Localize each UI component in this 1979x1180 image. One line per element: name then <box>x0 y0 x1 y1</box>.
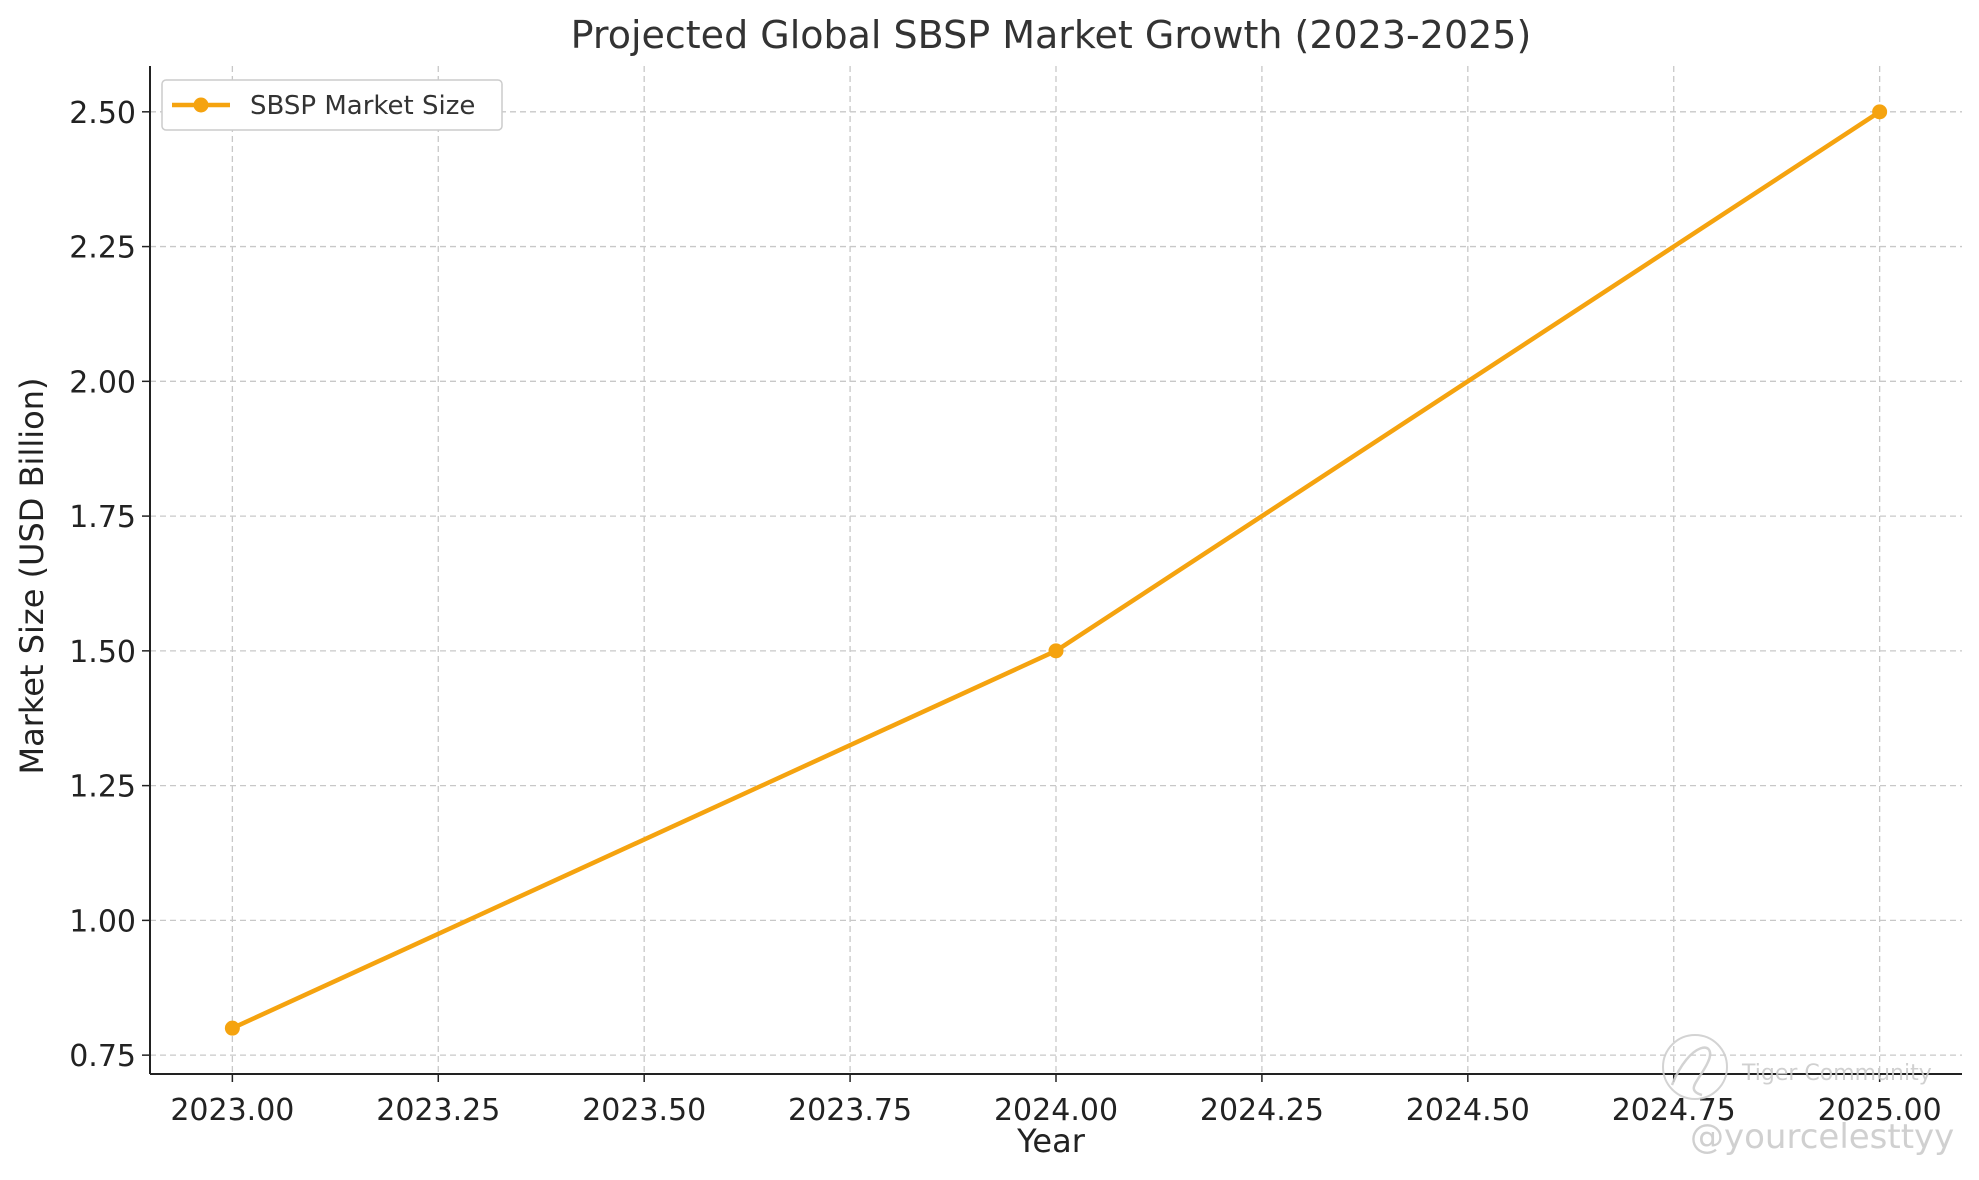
x-tick-label: 2025.00 <box>1818 1093 1942 1128</box>
series <box>224 104 1888 1036</box>
x-tick-label: 2023.75 <box>788 1093 912 1128</box>
x-tick-label: 2024.25 <box>1200 1093 1324 1128</box>
y-tick-label: 2.25 <box>69 231 136 266</box>
y-tick-label: 2.50 <box>69 96 136 131</box>
y-axis-ticks: 0.75 1.00 1.25 1.50 1.75 2.00 2.25 2.50 <box>69 96 150 1074</box>
watermark-handle-text: @yourcelesttyy <box>1690 1117 1954 1157</box>
watermark-logo-icon <box>1662 1034 1728 1100</box>
legend: SBSP Market Size <box>161 79 503 131</box>
x-tick-label: 2023.25 <box>376 1093 500 1128</box>
x-tick-label: 2023.50 <box>582 1093 706 1128</box>
x-tick-label: 2023.00 <box>170 1093 294 1128</box>
x-axis-ticks: 2023.00 2023.25 2023.50 2023.75 2024.00 2024.… <box>170 1074 1942 1128</box>
watermark-community-text: Tiger Community <box>1741 1061 1932 1086</box>
y-tick-label: 1.75 <box>69 500 136 535</box>
legend-marker <box>193 97 209 113</box>
x-axis-label: Year <box>1016 1122 1086 1160</box>
x-tick-label: 2024.00 <box>994 1093 1118 1128</box>
data-point <box>224 1020 240 1036</box>
x-tick-label: 2024.50 <box>1406 1093 1530 1128</box>
y-axis-label: Market Size (USD Billion) <box>13 378 51 775</box>
grid <box>150 66 1962 1074</box>
y-tick-label: 2.00 <box>69 365 136 400</box>
y-tick-label: 1.25 <box>69 770 136 805</box>
y-tick-label: 1.50 <box>69 635 136 670</box>
x-tick-label: 2024.75 <box>1612 1093 1736 1128</box>
legend-box <box>161 79 503 131</box>
y-tick-label: 0.75 <box>69 1039 136 1074</box>
legend-label: SBSP Market Size <box>250 91 475 121</box>
y-tick-label: 1.00 <box>69 904 136 939</box>
data-point <box>1872 104 1888 120</box>
data-point <box>1048 643 1064 659</box>
chart-title: Projected Global SBSP Market Growth (202… <box>571 13 1532 57</box>
watermark: Tiger Community @yourcelesttyy <box>1662 1034 1954 1157</box>
